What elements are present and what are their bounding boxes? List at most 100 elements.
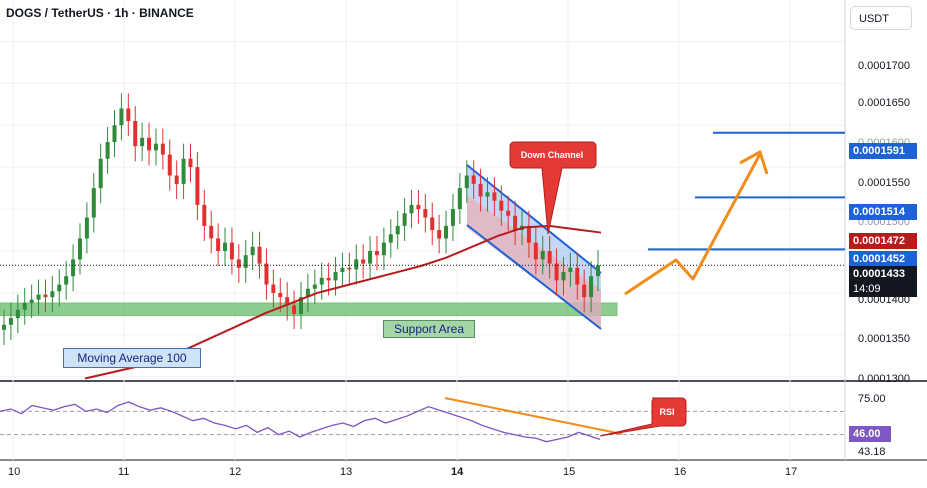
candle-body [243,255,248,268]
candle-body [126,108,131,122]
candle-body [153,143,158,151]
price-tick: 0.0001700 [858,60,910,72]
time-label: 12 [229,466,242,478]
candle-body [506,210,511,216]
candle-body [84,217,89,239]
candle-body [430,217,435,231]
candle-body [312,284,317,289]
time-label: 11 [118,466,130,478]
projection-arrow [624,153,762,296]
candle-body [209,225,214,239]
candle-body [223,242,228,252]
level-badge-2: 0.0001514 [849,204,917,220]
candle-body [64,276,69,285]
candle-body [354,259,359,270]
candle-body [533,242,538,260]
price-tick: 0.0001650 [858,97,910,109]
candle-body [596,265,600,277]
candle-body [347,267,352,270]
candle-body [319,277,324,285]
time-label: 10 [8,466,21,478]
candle-body [589,276,594,298]
candle-body [22,303,27,310]
candle-body [492,192,497,201]
price-tick: 0.0001300 [858,373,910,385]
down-channel-lower-fill [467,195,601,329]
price-tick: 0.0001550 [858,177,910,189]
candle-body [395,225,400,235]
candle-body [160,143,165,155]
candle-body [119,108,124,126]
moving-average-label[interactable]: Moving Average 100 [63,348,201,368]
down-channel-label[interactable]: Down Channel [520,150,584,160]
support-area-label[interactable]: Support Area [383,320,475,338]
price-tick: 0.0001350 [858,333,910,345]
candle-body [278,292,283,298]
candle-body [361,259,366,264]
candle-body [333,271,338,281]
time-label: 14 [451,466,464,478]
candle-body [264,263,269,285]
candle-body [229,242,234,260]
rsi-value-badge: 46.00 [849,426,891,442]
candle-body [36,294,41,300]
time-label: 17 [785,466,798,478]
candle-body [257,246,262,264]
candle-body [77,238,82,260]
currency-button[interactable]: USDT [850,6,912,30]
candle-body [526,225,531,243]
candle-body [202,204,207,226]
candle-body [499,200,504,211]
time-label: 13 [340,466,353,478]
candle-body [91,188,96,218]
symbol-title[interactable]: DOGS / TetherUS · 1h · BINANCE [6,6,194,20]
rsi-tick: 43.18 [858,446,886,458]
candle-body [409,204,414,214]
candle-body [250,246,255,256]
candle-body [416,204,421,210]
rsi-line [0,401,601,443]
candle-body [15,309,20,319]
time-label: 16 [674,466,687,478]
candle-body [457,188,462,210]
candle-body [271,284,276,293]
candle-body [485,192,490,197]
candle-body [388,234,393,243]
candle-body [464,175,469,189]
candle-body [305,288,310,298]
candle-body [540,251,545,260]
candle-body [381,242,386,256]
down-channel-callout [509,141,597,235]
rsi-callout-label[interactable]: RSI [659,407,675,417]
candle-body [374,251,379,256]
candle-body [236,259,241,268]
rsi-callout [599,397,687,437]
candle-body [112,125,117,142]
last-price-badge: 0.0001433 [849,266,917,282]
candle-body [326,277,331,281]
candle-body [561,271,566,281]
candle-body [582,284,587,298]
candle-body [174,175,179,184]
candle-body [340,267,345,272]
candle-body [444,225,449,239]
candle-body [450,209,455,226]
level-badge-3: 0.0001452 [849,251,917,267]
candle-body [147,137,152,151]
candle-body [216,238,221,252]
candle-body [133,121,138,147]
candle-body [181,158,186,184]
candle-body [437,230,442,239]
candle-body [167,154,172,176]
candle-body [568,267,573,272]
candle-body [8,318,13,325]
candle-body [471,175,476,184]
countdown-badge: 14:09 [849,281,917,297]
candle-body [299,297,303,314]
down-channel-lower-line [466,224,602,330]
down-channel-upper-line [466,164,602,274]
candle-body [29,299,34,304]
